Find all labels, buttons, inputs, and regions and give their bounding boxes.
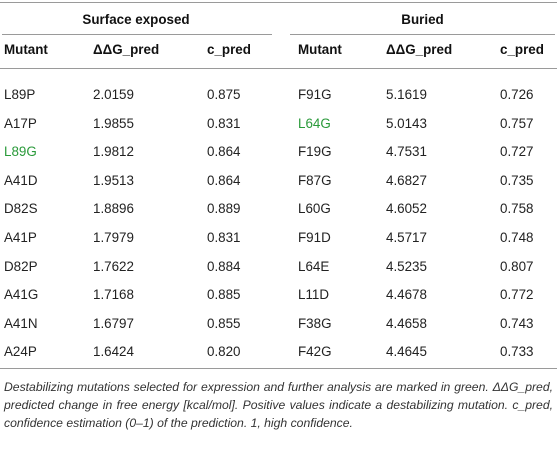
ddg-cell-right: 4.6827: [386, 173, 427, 188]
c-pred-cell-left: 0.820: [207, 344, 241, 359]
ddg-cell-left: 1.6797: [93, 316, 134, 331]
ddg-cell-left: 2.0159: [93, 87, 134, 102]
group-title-buried: Buried: [401, 12, 444, 27]
mutant-cell-left: A24P: [4, 344, 37, 359]
ddg-cell-left: 1.9812: [93, 144, 134, 159]
c-pred-cell-left: 0.855: [207, 316, 241, 331]
ddg-cell-left: 1.7622: [93, 259, 134, 274]
bottom-rule: [0, 368, 557, 369]
c-pred-cell-right: 0.743: [500, 316, 534, 331]
c-pred-cell-right: 0.758: [500, 201, 534, 216]
header-c-left: c_pred: [207, 42, 251, 57]
mutant-cell-left: A41G: [4, 287, 39, 302]
mutant-cell-left: L89P: [4, 87, 36, 102]
ddg-cell-left: 1.7168: [93, 287, 134, 302]
ddg-cell-left: 1.7979: [93, 230, 134, 245]
c-pred-cell-left: 0.885: [207, 287, 241, 302]
group-underline-buried: [290, 34, 555, 35]
mutant-cell-left: A41P: [4, 230, 37, 245]
mutant-cell-right: L64G: [298, 116, 331, 131]
ddg-cell-right: 4.7531: [386, 144, 427, 159]
c-pred-cell-right: 0.726: [500, 87, 534, 102]
ddg-cell-right: 5.0143: [386, 116, 427, 131]
table-footnote: Destabilizing mutations selected for exp…: [4, 380, 553, 430]
ddg-cell-right: 4.5235: [386, 259, 427, 274]
mutant-cell-left: A41N: [4, 316, 38, 331]
ddg-cell-right: 4.4645: [386, 344, 427, 359]
top-rule: [0, 2, 557, 3]
header-rule: [0, 68, 557, 69]
c-pred-cell-left: 0.864: [207, 173, 241, 188]
header-mutant-left: Mutant: [4, 42, 48, 57]
ddg-cell-right: 4.4678: [386, 287, 427, 302]
mutant-cell-left: A17P: [4, 116, 37, 131]
c-pred-cell-right: 0.727: [500, 144, 534, 159]
group-underline-surface-exposed: [2, 34, 272, 35]
header-ddg-right: ΔΔG_pred: [386, 42, 453, 57]
mutant-cell-right: F87G: [298, 173, 332, 188]
c-pred-cell-left: 0.875: [207, 87, 241, 102]
mutant-cell-right: L60G: [298, 201, 331, 216]
mutant-cell-left: A41D: [4, 173, 38, 188]
c-pred-cell-right: 0.757: [500, 116, 534, 131]
c-pred-cell-left: 0.831: [207, 116, 241, 131]
mutant-cell-right: F38G: [298, 316, 332, 331]
ddg-cell-left: 1.8896: [93, 201, 134, 216]
c-pred-cell-right: 0.735: [500, 173, 534, 188]
c-pred-cell-left: 0.889: [207, 201, 241, 216]
header-c-right: c_pred: [500, 42, 544, 57]
ddg-cell-right: 5.1619: [386, 87, 427, 102]
mutant-cell-right: F42G: [298, 344, 332, 359]
header-mutant-right: Mutant: [298, 42, 342, 57]
group-title-surface-exposed: Surface exposed: [82, 12, 190, 27]
mutant-cell-right: F19G: [298, 144, 332, 159]
c-pred-cell-left: 0.831: [207, 230, 241, 245]
c-pred-cell-left: 0.884: [207, 259, 241, 274]
mutant-cell-right: F91G: [298, 87, 332, 102]
ddg-cell-left: 1.9855: [93, 116, 134, 131]
c-pred-cell-right: 0.748: [500, 230, 534, 245]
c-pred-cell-left: 0.864: [207, 144, 241, 159]
header-ddg-left: ΔΔG_pred: [93, 42, 160, 57]
ddg-cell-right: 4.4658: [386, 316, 427, 331]
ddg-cell-left: 1.9513: [93, 173, 134, 188]
mutant-cell-left: D82P: [4, 259, 38, 274]
mutant-cell-right: L11D: [298, 287, 330, 302]
c-pred-cell-right: 0.733: [500, 344, 534, 359]
c-pred-cell-right: 0.772: [500, 287, 534, 302]
mutant-cell-left: D82S: [4, 201, 38, 216]
ddg-cell-right: 4.6052: [386, 201, 427, 216]
mutant-cell-right: F91D: [298, 230, 331, 245]
mutant-cell-right: L64E: [298, 259, 330, 274]
mutant-cell-left: L89G: [4, 144, 37, 159]
ddg-cell-left: 1.6424: [93, 344, 134, 359]
c-pred-cell-right: 0.807: [500, 259, 534, 274]
ddg-cell-right: 4.5717: [386, 230, 427, 245]
